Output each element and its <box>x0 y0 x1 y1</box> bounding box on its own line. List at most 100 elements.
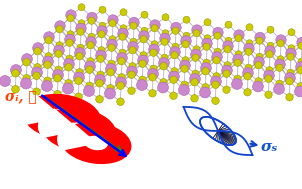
Circle shape <box>149 74 156 81</box>
Circle shape <box>88 33 95 40</box>
Circle shape <box>288 29 295 36</box>
Circle shape <box>266 67 273 74</box>
Ellipse shape <box>82 135 110 151</box>
Circle shape <box>182 41 189 48</box>
Circle shape <box>178 84 189 95</box>
Ellipse shape <box>23 94 101 139</box>
Circle shape <box>76 53 83 60</box>
Ellipse shape <box>27 97 96 137</box>
Circle shape <box>287 69 294 76</box>
Circle shape <box>294 86 302 97</box>
Circle shape <box>234 30 244 40</box>
Circle shape <box>116 77 127 88</box>
Circle shape <box>23 59 30 66</box>
Circle shape <box>256 53 263 60</box>
Circle shape <box>265 91 272 98</box>
Circle shape <box>33 43 43 53</box>
Circle shape <box>117 82 124 90</box>
Circle shape <box>64 59 74 69</box>
Circle shape <box>151 25 158 32</box>
Circle shape <box>275 59 285 70</box>
Circle shape <box>235 35 242 42</box>
Circle shape <box>44 32 54 42</box>
Circle shape <box>66 10 76 20</box>
Circle shape <box>33 72 40 80</box>
Ellipse shape <box>59 118 99 142</box>
Ellipse shape <box>46 111 112 149</box>
Circle shape <box>118 57 125 65</box>
Circle shape <box>107 68 114 76</box>
Circle shape <box>96 79 103 87</box>
Ellipse shape <box>38 103 86 131</box>
Circle shape <box>246 40 253 47</box>
Ellipse shape <box>73 129 119 157</box>
Ellipse shape <box>69 127 123 159</box>
Circle shape <box>298 58 302 65</box>
Circle shape <box>77 28 84 35</box>
Circle shape <box>150 20 160 30</box>
Circle shape <box>265 75 272 82</box>
Ellipse shape <box>94 142 98 144</box>
Circle shape <box>106 64 116 74</box>
Circle shape <box>170 92 177 99</box>
Circle shape <box>213 57 220 64</box>
Circle shape <box>86 66 93 74</box>
Ellipse shape <box>36 102 88 132</box>
Circle shape <box>140 36 147 43</box>
Circle shape <box>87 42 94 49</box>
Circle shape <box>76 23 86 34</box>
Circle shape <box>171 22 181 33</box>
Circle shape <box>297 67 302 74</box>
Circle shape <box>119 33 126 40</box>
Circle shape <box>149 90 156 97</box>
Circle shape <box>244 73 251 80</box>
Circle shape <box>129 47 136 54</box>
Circle shape <box>160 63 167 70</box>
Circle shape <box>97 71 104 78</box>
Circle shape <box>255 32 265 43</box>
Circle shape <box>225 37 232 44</box>
Circle shape <box>243 68 253 78</box>
Circle shape <box>141 27 148 34</box>
Circle shape <box>235 51 242 58</box>
Polygon shape <box>39 109 79 137</box>
Ellipse shape <box>50 113 108 147</box>
Circle shape <box>129 17 139 28</box>
Circle shape <box>130 22 137 29</box>
Circle shape <box>87 12 97 23</box>
Circle shape <box>172 43 179 50</box>
Circle shape <box>34 48 41 55</box>
Ellipse shape <box>51 111 73 123</box>
Circle shape <box>252 81 263 92</box>
Circle shape <box>95 74 105 85</box>
Circle shape <box>213 27 223 38</box>
Ellipse shape <box>85 136 108 150</box>
Text: σᵢ, ℓ: σᵢ, ℓ <box>5 90 37 104</box>
Circle shape <box>55 66 62 74</box>
Circle shape <box>181 81 188 88</box>
Circle shape <box>296 62 302 72</box>
Circle shape <box>286 94 293 101</box>
Ellipse shape <box>47 108 77 126</box>
Circle shape <box>96 50 106 61</box>
Ellipse shape <box>45 107 79 127</box>
Circle shape <box>191 49 201 60</box>
Ellipse shape <box>48 112 110 148</box>
Ellipse shape <box>65 125 127 161</box>
Circle shape <box>137 80 147 91</box>
Circle shape <box>256 37 263 44</box>
Circle shape <box>139 76 146 84</box>
Circle shape <box>234 75 241 82</box>
Circle shape <box>204 19 211 26</box>
Circle shape <box>98 31 105 38</box>
Circle shape <box>45 37 52 44</box>
Circle shape <box>108 44 115 51</box>
Circle shape <box>22 54 32 64</box>
Circle shape <box>161 54 168 61</box>
Ellipse shape <box>61 123 131 163</box>
Ellipse shape <box>73 126 85 134</box>
Ellipse shape <box>75 128 83 132</box>
Circle shape <box>224 46 231 53</box>
Circle shape <box>55 21 65 31</box>
Circle shape <box>78 20 85 27</box>
